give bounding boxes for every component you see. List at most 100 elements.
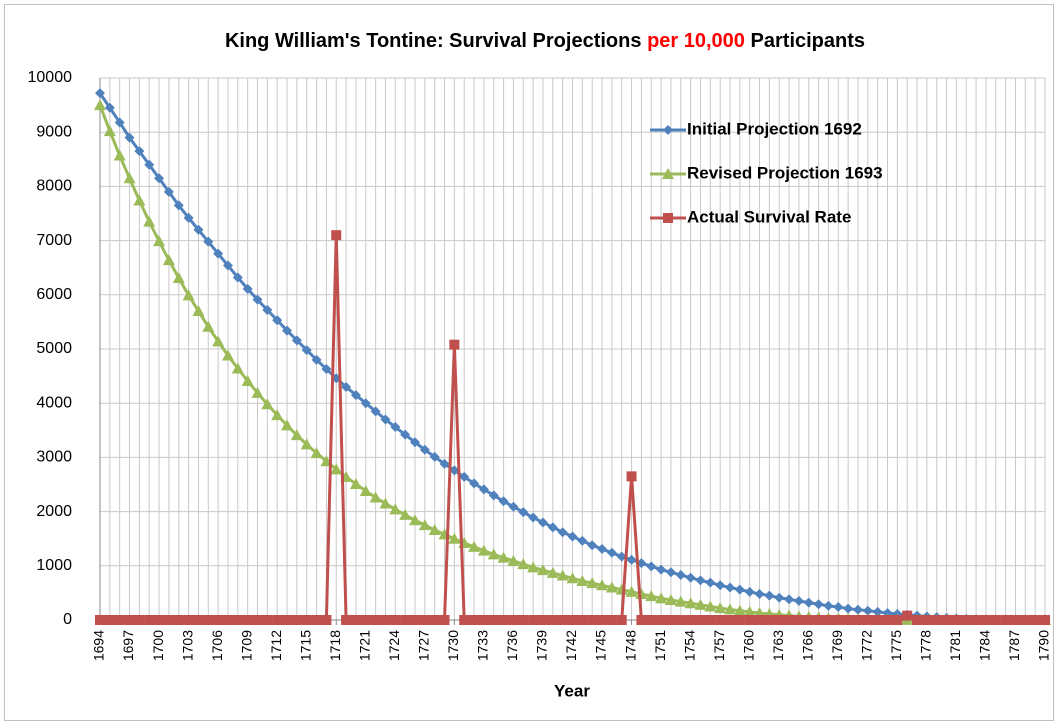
marker	[764, 615, 775, 625]
marker	[743, 605, 756, 617]
marker	[912, 615, 923, 625]
marker	[222, 260, 233, 271]
y-tick-label: 0	[63, 611, 72, 628]
marker	[566, 572, 579, 584]
marker	[694, 598, 707, 610]
x-tick-label: 1727	[416, 630, 432, 661]
marker	[193, 224, 204, 235]
marker	[172, 271, 185, 283]
marker	[684, 597, 697, 609]
marker	[192, 305, 205, 317]
marker	[764, 590, 775, 601]
marker	[448, 532, 461, 544]
marker	[596, 579, 609, 591]
marker	[162, 254, 175, 266]
x-tick-label: 1712	[268, 630, 284, 661]
x-tick-label: 1748	[622, 630, 638, 661]
marker	[95, 615, 105, 625]
marker	[656, 615, 667, 625]
marker	[685, 572, 696, 583]
marker	[695, 575, 706, 586]
x-tick-label: 1754	[681, 630, 697, 661]
y-tick-label: 7000	[36, 232, 72, 249]
marker	[606, 615, 617, 625]
marker	[715, 615, 726, 625]
marker	[311, 615, 322, 625]
marker	[823, 600, 834, 611]
marker	[714, 602, 727, 614]
x-tick-label: 1724	[386, 630, 402, 661]
marker	[626, 471, 637, 482]
marker	[852, 604, 863, 615]
title-part: per 10,000	[647, 30, 745, 52]
marker	[990, 615, 1001, 625]
title-part: King William's Tontine: Survival Project…	[225, 30, 642, 52]
marker	[704, 600, 717, 612]
marker	[724, 603, 736, 615]
marker	[715, 580, 726, 591]
marker	[477, 544, 490, 556]
x-tick-label: 1784	[977, 630, 993, 661]
marker	[468, 540, 481, 552]
marker	[625, 585, 638, 597]
marker	[843, 615, 854, 625]
marker	[429, 615, 440, 625]
marker	[409, 514, 421, 526]
marker	[931, 615, 942, 625]
marker	[528, 512, 539, 523]
marker	[359, 485, 372, 497]
x-tick-label: 1775	[888, 630, 904, 661]
marker	[546, 566, 559, 578]
marker	[734, 615, 745, 625]
marker	[331, 230, 342, 241]
marker	[616, 551, 627, 562]
marker	[567, 615, 578, 625]
marker	[429, 451, 440, 462]
marker	[774, 592, 785, 603]
marker	[241, 374, 254, 386]
marker	[369, 491, 382, 503]
marker	[605, 581, 618, 593]
y-tick-label: 2000	[36, 503, 72, 520]
marker	[251, 386, 264, 398]
marker	[203, 236, 214, 247]
marker	[114, 117, 125, 128]
marker	[428, 524, 441, 536]
marker	[784, 615, 795, 625]
marker	[577, 615, 588, 625]
x-tick-label: 1736	[504, 630, 520, 661]
marker	[95, 88, 105, 99]
marker	[419, 615, 430, 625]
marker	[793, 596, 804, 607]
marker	[862, 615, 873, 625]
y-tick-label: 3000	[36, 449, 72, 466]
marker	[282, 615, 293, 625]
x-tick-label: 1742	[563, 630, 579, 661]
marker	[213, 248, 224, 259]
marker	[626, 554, 637, 565]
marker	[1030, 615, 1041, 625]
marker	[961, 615, 972, 625]
marker	[597, 543, 608, 554]
marker	[498, 615, 509, 625]
marker	[606, 547, 617, 558]
legend-label: Revised Projection 1693	[687, 163, 883, 182]
marker	[321, 615, 332, 625]
marker	[528, 615, 539, 625]
marker	[182, 289, 195, 301]
legend-marker	[663, 125, 673, 135]
legend-label: Initial Projection 1692	[687, 119, 862, 138]
marker	[380, 615, 391, 625]
marker	[754, 615, 765, 625]
marker	[1000, 615, 1011, 625]
marker	[576, 574, 589, 586]
marker	[103, 125, 116, 137]
x-tick-label: 1781	[947, 630, 963, 661]
marker	[183, 615, 194, 625]
marker	[587, 540, 598, 551]
marker	[113, 149, 126, 161]
marker	[675, 570, 686, 581]
marker	[872, 606, 883, 617]
marker	[350, 390, 361, 401]
marker	[518, 615, 529, 625]
